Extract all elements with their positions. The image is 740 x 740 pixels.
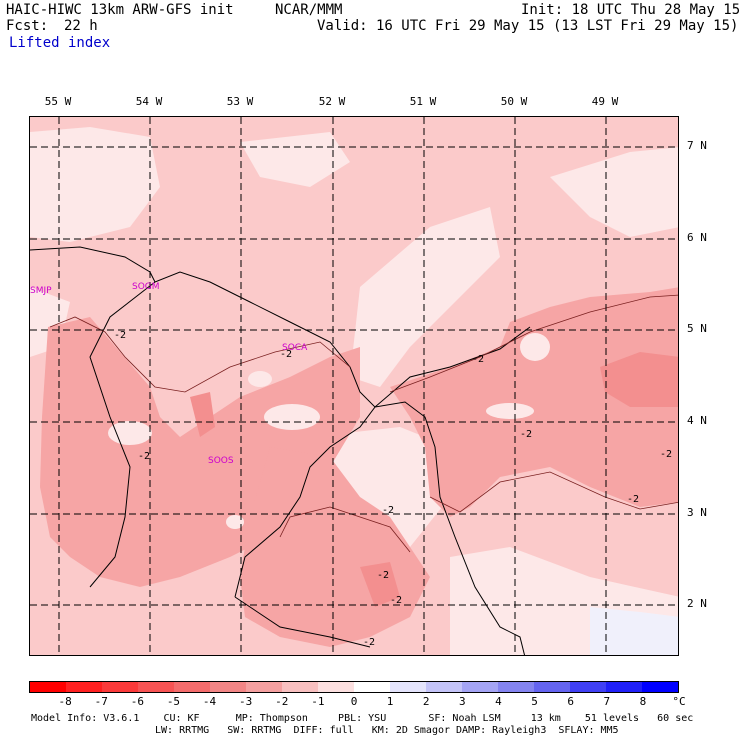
border-line: [30, 246, 376, 598]
colorbar-tick-label: 2: [422, 695, 430, 708]
contour-label: -2: [280, 349, 292, 360]
colorbar-swatch: [66, 682, 102, 692]
lat-label: 6 N: [687, 231, 707, 244]
model-info-line-2: LW: RRTMG SW: RRTMG DIFF: full KM: 2D Sm…: [155, 725, 619, 736]
contour-label: -2: [472, 354, 484, 365]
colorbar-swatch: [174, 682, 210, 692]
light-patch: [590, 607, 678, 655]
lat-label: 7 N: [687, 139, 707, 152]
contour-line: [279, 506, 411, 553]
light-patch: [350, 207, 500, 387]
colorbar-swatch: [462, 682, 498, 692]
colorbar-swatch: [318, 682, 354, 692]
border-line: [374, 401, 526, 655]
lon-label: 52 W: [318, 95, 346, 108]
contour-label: -2: [377, 570, 389, 581]
colorbar-tick-label: -6: [130, 695, 144, 708]
colorbar-swatch: [30, 682, 66, 692]
colorbar-tick-label: 7: [603, 695, 611, 708]
colorbar-swatch: [606, 682, 642, 692]
lat-label: 5 N: [687, 322, 707, 335]
light-hole: [108, 421, 152, 445]
colorbar-tick-label: -8: [58, 695, 72, 708]
colorbar-swatch: [354, 682, 390, 692]
border-line: [234, 596, 371, 648]
field-name: Lifted index: [9, 35, 111, 51]
colorbar-tick-label: -5: [166, 695, 181, 708]
border-line: [89, 281, 156, 588]
contour-label: -2: [390, 595, 402, 606]
colorbar-tick-label: -7: [94, 695, 108, 708]
light-hole: [226, 515, 244, 529]
colorbar-swatch: [138, 682, 174, 692]
contour-label: -2: [520, 429, 532, 440]
lat-label: 3 N: [687, 506, 707, 519]
darker-patch: [190, 392, 215, 437]
light-hole: [520, 333, 550, 361]
lon-label: 54 W: [135, 95, 163, 108]
colorbar-unit: °C: [672, 695, 686, 708]
lon-label: 50 W: [500, 95, 528, 108]
lat-label: 2 N: [687, 597, 707, 610]
model-info-line-1: Model Info: V3.6.1 CU: KF MP: Thompson P…: [31, 713, 694, 724]
colorbar-swatch: [390, 682, 426, 692]
colorbar-tick-label: -1: [311, 695, 325, 708]
station-label: SOGM: [132, 282, 160, 292]
colorbar-tick-label: -4: [202, 695, 217, 708]
colorbar-swatch: [246, 682, 282, 692]
lon-label: 49 W: [591, 95, 619, 108]
light-hole: [486, 403, 534, 419]
contour-line: [389, 294, 678, 393]
center-label: NCAR/MMM: [275, 2, 343, 18]
light-hole: [248, 371, 272, 387]
station-label: SMJP: [30, 286, 52, 296]
station-label: SOCA: [282, 343, 308, 353]
contour-line: [49, 316, 351, 393]
contour-line: [429, 471, 678, 513]
model-title: HAIC-HIWC 13km ARW-GFS init: [6, 2, 234, 18]
light-patch: [30, 127, 160, 242]
valid-time: Valid: 16 UTC Fri 29 May 15 (13 LST Fri …: [317, 18, 739, 34]
colorbar-swatch: [642, 682, 678, 692]
colorbar-swatch: [570, 682, 606, 692]
light-patch: [240, 132, 350, 187]
lat-lon-grid: [30, 117, 678, 655]
map-panel: -2 -2 -2 -2 -2 -2 -2 -2 -2 -2 -2 SMJP SO…: [29, 116, 679, 656]
contour-label: -2: [363, 637, 375, 648]
contour-label: -2: [382, 505, 394, 516]
colorbar-tick-label: 1: [386, 695, 394, 708]
colorbar-tick-label: 6: [567, 695, 574, 708]
lifted-index-map: -2 -2 -2 -2 -2 -2 -2 -2 -2 -2 -2 SMJP SO…: [30, 117, 678, 655]
forecast-label: Fcst:: [6, 18, 49, 34]
light-hole: [264, 404, 320, 430]
colorbar-swatch: [534, 682, 570, 692]
contour-label: -2: [660, 449, 672, 460]
darker-patch: [360, 562, 400, 607]
colorbar-tick-label: 0: [350, 695, 358, 708]
lon-label: 51 W: [409, 95, 437, 108]
light-patch: [550, 147, 678, 237]
colorbar-tick-label: -2: [275, 695, 289, 708]
station-label: SOOS: [208, 456, 234, 466]
contour-label: -2: [114, 330, 126, 341]
colorbar-swatch: [282, 682, 318, 692]
lon-label: 53 W: [226, 95, 254, 108]
colorbar-swatch: [498, 682, 534, 692]
colorbar: [29, 681, 679, 693]
colorbar-tick-label: 5: [531, 695, 538, 708]
init-time: Init: 18 UTC Thu 28 May 15: [521, 2, 740, 18]
darker-patch: [600, 352, 678, 407]
colorbar-tick-label: 4: [495, 695, 502, 708]
forecast-hour: 22 h: [64, 18, 98, 34]
colorbar-tick-label: -3: [239, 695, 253, 708]
colorbar-tick-label: 3: [459, 695, 466, 708]
colorbar-swatch: [102, 682, 138, 692]
contour-label: -2: [138, 451, 150, 462]
colorbar-swatch: [210, 682, 246, 692]
lat-label: 4 N: [687, 414, 707, 427]
colorbar-tick-label: 8: [639, 695, 647, 708]
contour-label: -2: [627, 494, 639, 505]
colorbar-swatch: [426, 682, 462, 692]
lon-label: 55 W: [44, 95, 72, 108]
